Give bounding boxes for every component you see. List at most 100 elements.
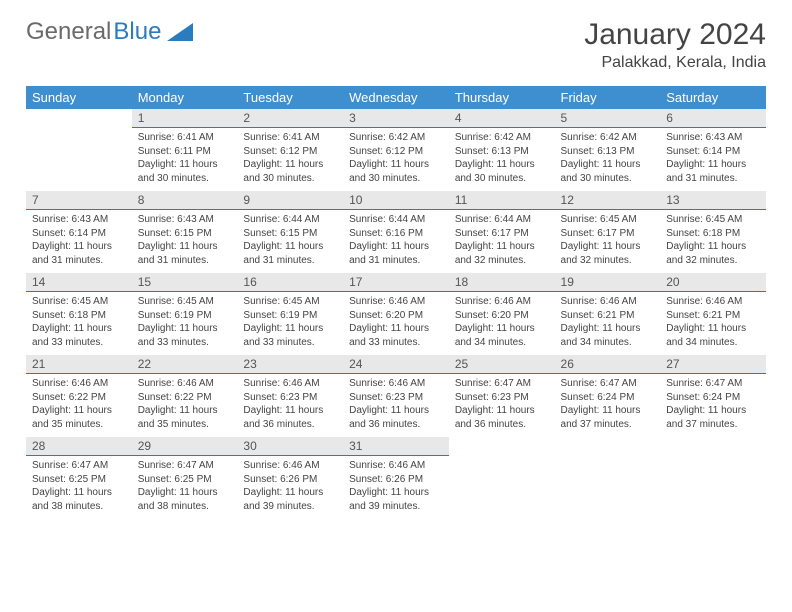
- day-details: Sunrise: 6:47 AMSunset: 6:25 PMDaylight:…: [26, 456, 132, 519]
- brand-part2: Blue: [113, 18, 161, 46]
- daylight-line: Daylight: 11 hours and 31 minutes.: [666, 158, 760, 185]
- day-number: 9: [237, 191, 343, 210]
- weekday-header: Thursday: [449, 86, 555, 109]
- sunset-line: Sunset: 6:15 PM: [243, 227, 337, 241]
- sunrise-line: Sunrise: 6:45 AM: [138, 295, 232, 309]
- calendar-cell: 16Sunrise: 6:45 AMSunset: 6:19 PMDayligh…: [237, 273, 343, 355]
- day-number: 21: [26, 355, 132, 374]
- sunset-line: Sunset: 6:23 PM: [243, 391, 337, 405]
- sunrise-line: Sunrise: 6:47 AM: [455, 377, 549, 391]
- day-number: 2: [237, 109, 343, 128]
- sunset-line: Sunset: 6:24 PM: [561, 391, 655, 405]
- sunrise-line: Sunrise: 6:43 AM: [138, 213, 232, 227]
- sunset-line: Sunset: 6:16 PM: [349, 227, 443, 241]
- daylight-line: Daylight: 11 hours and 37 minutes.: [666, 404, 760, 431]
- sunset-line: Sunset: 6:13 PM: [561, 145, 655, 159]
- daylight-line: Daylight: 11 hours and 33 minutes.: [243, 322, 337, 349]
- weekday-header: Friday: [555, 86, 661, 109]
- sunset-line: Sunset: 6:22 PM: [32, 391, 126, 405]
- sunset-line: Sunset: 6:15 PM: [138, 227, 232, 241]
- weekday-header: Tuesday: [237, 86, 343, 109]
- daylight-line: Daylight: 11 hours and 39 minutes.: [243, 486, 337, 513]
- sunset-line: Sunset: 6:25 PM: [138, 473, 232, 487]
- day-details: Sunrise: 6:41 AMSunset: 6:11 PMDaylight:…: [132, 128, 238, 191]
- sunrise-line: Sunrise: 6:46 AM: [561, 295, 655, 309]
- sunrise-line: Sunrise: 6:47 AM: [561, 377, 655, 391]
- calendar-cell: 14Sunrise: 6:45 AMSunset: 6:18 PMDayligh…: [26, 273, 132, 355]
- sunrise-line: Sunrise: 6:46 AM: [666, 295, 760, 309]
- daylight-line: Daylight: 11 hours and 35 minutes.: [32, 404, 126, 431]
- day-number: 11: [449, 191, 555, 210]
- month-title: January 2024: [584, 18, 766, 52]
- day-details: Sunrise: 6:43 AMSunset: 6:14 PMDaylight:…: [660, 128, 766, 191]
- day-details: Sunrise: 6:46 AMSunset: 6:26 PMDaylight:…: [343, 456, 449, 519]
- sunset-line: Sunset: 6:18 PM: [32, 309, 126, 323]
- sunset-line: Sunset: 6:23 PM: [349, 391, 443, 405]
- calendar-cell: 20Sunrise: 6:46 AMSunset: 6:21 PMDayligh…: [660, 273, 766, 355]
- day-details: Sunrise: 6:46 AMSunset: 6:22 PMDaylight:…: [26, 374, 132, 437]
- sunset-line: Sunset: 6:21 PM: [561, 309, 655, 323]
- daylight-line: Daylight: 11 hours and 32 minutes.: [561, 240, 655, 267]
- sunset-line: Sunset: 6:12 PM: [243, 145, 337, 159]
- day-number: 14: [26, 273, 132, 292]
- sunrise-line: Sunrise: 6:44 AM: [349, 213, 443, 227]
- daylight-line: Daylight: 11 hours and 30 minutes.: [455, 158, 549, 185]
- day-details: Sunrise: 6:46 AMSunset: 6:23 PMDaylight:…: [343, 374, 449, 437]
- calendar-cell: 6Sunrise: 6:43 AMSunset: 6:14 PMDaylight…: [660, 109, 766, 191]
- sunrise-line: Sunrise: 6:46 AM: [243, 377, 337, 391]
- calendar-table: SundayMondayTuesdayWednesdayThursdayFrid…: [26, 86, 766, 519]
- sunset-line: Sunset: 6:26 PM: [243, 473, 337, 487]
- calendar-cell: 30 Sunrise: 6:46 AMSunset: 6:26 PMDayligh…: [237, 437, 343, 519]
- title-block: January 2024 Palakkad, Kerala, India: [584, 18, 766, 72]
- calendar-head: SundayMondayTuesdayWednesdayThursdayFrid…: [26, 86, 766, 109]
- day-number: 30: [237, 437, 343, 456]
- sunset-line: Sunset: 6:14 PM: [32, 227, 126, 241]
- day-number: 15: [132, 273, 238, 292]
- sunrise-line: Sunrise: 6:46 AM: [349, 295, 443, 309]
- daylight-line: Daylight: 11 hours and 38 minutes.: [138, 486, 232, 513]
- calendar-cell: 23Sunrise: 6:46 AMSunset: 6:23 PMDayligh…: [237, 355, 343, 437]
- sunrise-line: Sunrise: 6:46 AM: [32, 377, 126, 391]
- day-number: 8: [132, 191, 238, 210]
- brand-part1: General: [26, 18, 111, 46]
- day-number: 20: [660, 273, 766, 292]
- daylight-line: Daylight: 11 hours and 36 minutes.: [349, 404, 443, 431]
- sunset-line: Sunset: 6:20 PM: [349, 309, 443, 323]
- sunset-line: Sunset: 6:14 PM: [666, 145, 760, 159]
- calendar-cell: 9Sunrise: 6:44 AMSunset: 6:15 PMDaylight…: [237, 191, 343, 273]
- day-details: Sunrise: 6:42 AMSunset: 6:13 PMDaylight:…: [555, 128, 661, 191]
- sunrise-line: Sunrise: 6:42 AM: [349, 131, 443, 145]
- calendar-week: 21Sunrise: 6:46 AMSunset: 6:22 PMDayligh…: [26, 355, 766, 437]
- sunrise-line: Sunrise: 6:43 AM: [32, 213, 126, 227]
- sunset-line: Sunset: 6:22 PM: [138, 391, 232, 405]
- calendar-cell: 29Sunrise: 6:47 AMSunset: 6:25 PMDayligh…: [132, 437, 238, 519]
- calendar-cell: 12Sunrise: 6:45 AMSunset: 6:17 PMDayligh…: [555, 191, 661, 273]
- weekday-header: Monday: [132, 86, 238, 109]
- calendar-cell: 2Sunrise: 6:41 AMSunset: 6:12 PMDaylight…: [237, 109, 343, 191]
- day-details: Sunrise: 6:46 AMSunset: 6:20 PMDaylight:…: [449, 292, 555, 355]
- sunrise-line: Sunrise: 6:45 AM: [32, 295, 126, 309]
- sunset-line: Sunset: 6:11 PM: [138, 145, 232, 159]
- day-details: Sunrise: 6:46 AMSunset: 6:21 PMDaylight:…: [555, 292, 661, 355]
- sunrise-line: Sunrise: 6:46 AM: [243, 459, 337, 473]
- calendar-cell: 22Sunrise: 6:46 AMSunset: 6:22 PMDayligh…: [132, 355, 238, 437]
- day-number: 26: [555, 355, 661, 374]
- day-details: Sunrise: 6:42 AMSunset: 6:13 PMDaylight:…: [449, 128, 555, 191]
- calendar-cell: 28Sunrise: 6:47 AMSunset: 6:25 PMDayligh…: [26, 437, 132, 519]
- sunrise-line: Sunrise: 6:46 AM: [455, 295, 549, 309]
- calendar-cell: [26, 109, 132, 191]
- topbar: GeneralBlue January 2024 Palakkad, Keral…: [26, 18, 766, 72]
- day-details: Sunrise: 6:45 AMSunset: 6:17 PMDaylight:…: [555, 210, 661, 273]
- sunrise-line: Sunrise: 6:41 AM: [243, 131, 337, 145]
- sunrise-line: Sunrise: 6:46 AM: [349, 377, 443, 391]
- day-details: Sunrise: 6:46 AMSunset: 6:20 PMDaylight:…: [343, 292, 449, 355]
- calendar-cell: 11Sunrise: 6:44 AMSunset: 6:17 PMDayligh…: [449, 191, 555, 273]
- weekday-header: Sunday: [26, 86, 132, 109]
- day-number: 24: [343, 355, 449, 374]
- daylight-line: Daylight: 11 hours and 30 minutes.: [349, 158, 443, 185]
- day-details: Sunrise: 6:45 AMSunset: 6:19 PMDaylight:…: [237, 292, 343, 355]
- day-number: 3: [343, 109, 449, 128]
- day-number: 18: [449, 273, 555, 292]
- day-number: 27: [660, 355, 766, 374]
- daylight-line: Daylight: 11 hours and 30 minutes.: [561, 158, 655, 185]
